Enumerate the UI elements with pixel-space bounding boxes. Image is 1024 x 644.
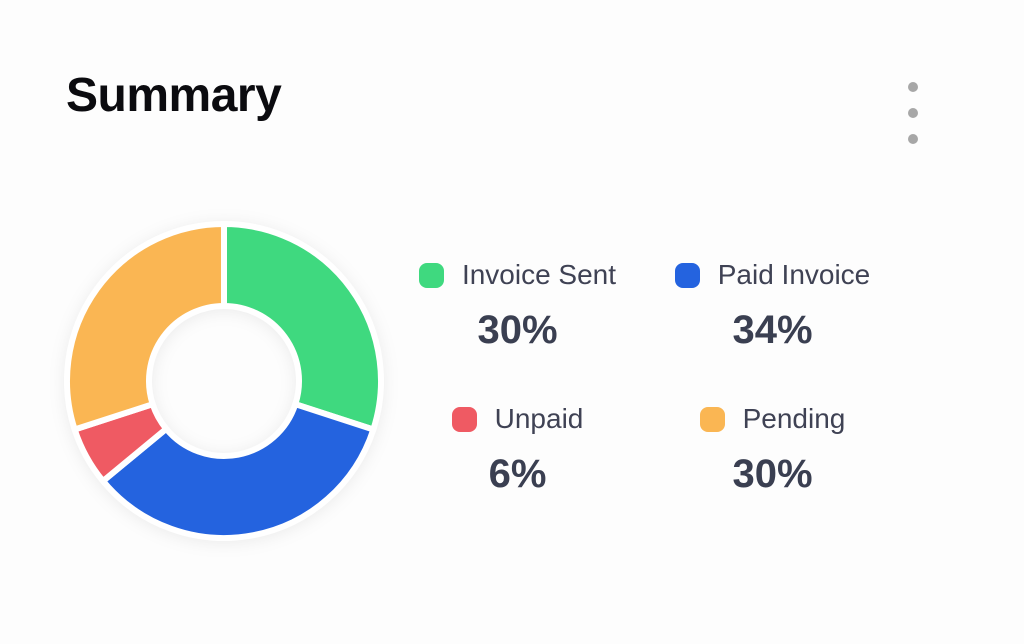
donut-chart-svg [64, 220, 384, 541]
kebab-menu-icon[interactable] [899, 82, 927, 144]
donut-slice-invoice-sent [221, 220, 384, 434]
kebab-dot [908, 108, 918, 118]
legend-item-unpaid: Unpaid 6% [390, 403, 645, 496]
legend-label: Unpaid [494, 403, 584, 434]
paid-invoice-swatch-icon [674, 262, 700, 288]
donut-slice-pending [64, 220, 227, 434]
legend-label: Pending [742, 403, 846, 434]
legend-label: Invoice Sent [461, 259, 617, 290]
legend-percent: 30% [732, 452, 813, 496]
kebab-dot [908, 134, 918, 144]
pending-swatch-icon [699, 406, 725, 432]
chart-legend: Invoice Sent 30% Paid Invoice 34% Unpaid… [390, 259, 900, 496]
page-title: Summary [66, 69, 282, 122]
donut-chart [64, 220, 384, 541]
legend-percent: 30% [477, 308, 558, 352]
invoice-sent-swatch-icon [418, 262, 444, 288]
donut-slice-paid-invoice [98, 400, 378, 541]
kebab-dot [908, 82, 918, 92]
legend-item-pending: Pending 30% [645, 403, 900, 496]
legend-percent: 34% [732, 308, 813, 352]
legend-item-paid-invoice: Paid Invoice 34% [645, 259, 900, 352]
unpaid-swatch-icon [451, 406, 477, 432]
legend-percent: 6% [488, 452, 547, 496]
legend-label: Paid Invoice [717, 259, 871, 290]
legend-item-invoice-sent: Invoice Sent 30% [390, 259, 645, 352]
